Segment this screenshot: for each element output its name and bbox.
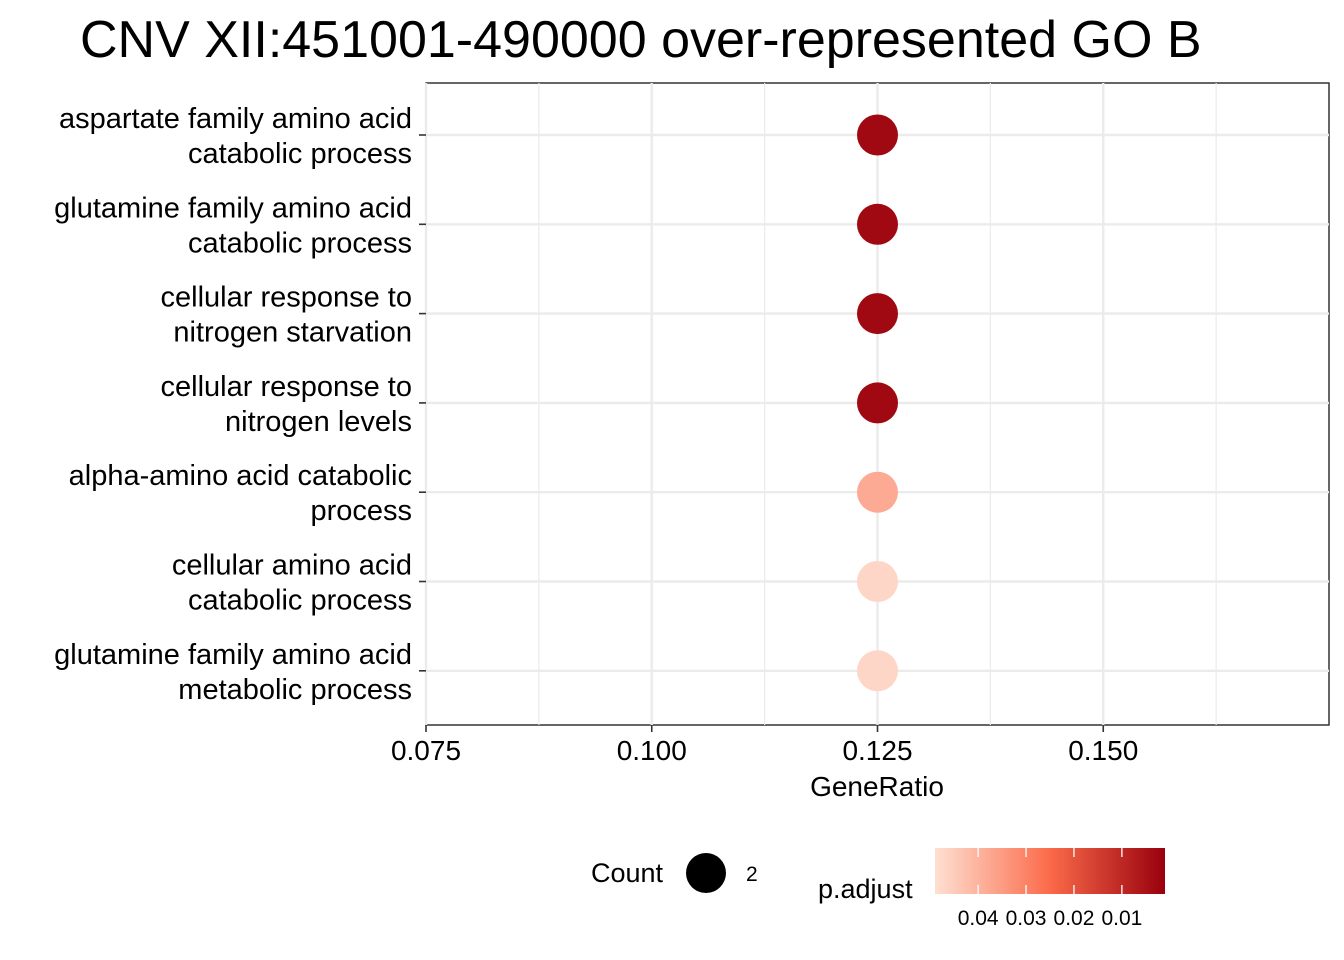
data-point (857, 650, 898, 692)
x-tick-label: 0.150 (1068, 735, 1138, 766)
legend-padj-title: p.adjust (818, 874, 913, 904)
y-tick-label: cellular response to (161, 371, 412, 403)
x-axis: 0.075 0.100 0.125 0.150 (391, 725, 1138, 766)
y-tick-label: catabolic process (188, 138, 412, 170)
y-tick-label: catabolic process (188, 227, 412, 259)
x-tick-label: 0.075 (391, 735, 461, 766)
y-tick-label: process (310, 495, 412, 527)
colorbar-tick-label: 0.04 (958, 907, 999, 930)
colorbar-tick-label: 0.03 (1006, 907, 1047, 930)
y-tick-label: nitrogen levels (225, 406, 412, 438)
points (857, 114, 898, 692)
legend-colorbar (935, 848, 1165, 894)
legend-count-title: Count (591, 858, 664, 888)
legend: Count 2 p.adjust 0.04 0.03 0.02 0.01 (591, 848, 1165, 930)
data-point (857, 561, 898, 602)
y-tick-label: cellular amino acid (172, 550, 412, 582)
legend-colorbar-ticks: 0.04 0.03 0.02 0.01 (958, 848, 1142, 930)
y-tick-label: glutamine family amino acid (54, 639, 412, 671)
x-tick-label: 0.125 (842, 735, 912, 766)
legend-count-key (686, 853, 726, 893)
data-point (857, 293, 898, 335)
chart-title: CNV XII:451001-490000 over-represented G… (80, 11, 1202, 69)
colorbar-tick-label: 0.02 (1054, 907, 1095, 930)
x-tick-label: 0.100 (617, 735, 687, 766)
legend-count-value: 2 (746, 863, 758, 886)
data-point (857, 382, 898, 424)
y-tick-label: cellular response to (161, 282, 412, 314)
y-tick-label: catabolic process (188, 585, 412, 617)
y-tick-label: nitrogen starvation (173, 317, 412, 349)
data-point (857, 471, 898, 513)
y-tick-label: aspartate family amino acid (59, 103, 412, 135)
y-tick-label: alpha-amino acid catabolic (69, 460, 412, 492)
data-point (857, 203, 898, 245)
y-tick-label: metabolic process (178, 674, 412, 706)
data-point (857, 114, 898, 156)
x-axis-title: GeneRatio (810, 771, 944, 802)
colorbar-tick-label: 0.01 (1101, 907, 1142, 930)
y-tick-label: glutamine family amino acid (54, 192, 412, 224)
